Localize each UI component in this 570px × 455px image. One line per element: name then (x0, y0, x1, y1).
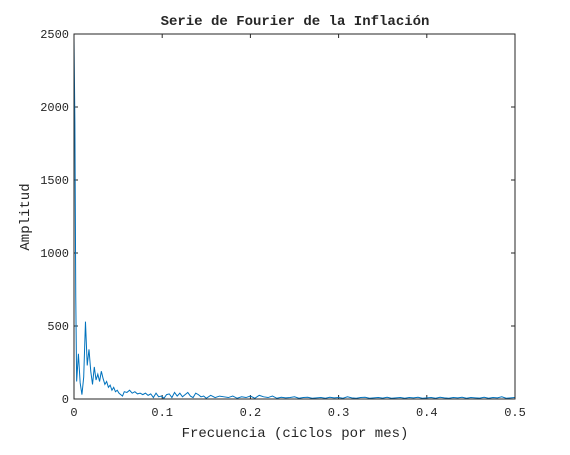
ticks-layer: 0 0.1 0.2 0.3 0.4 0.5 0 500 1000 1500 2000 2500 (40, 28, 526, 420)
y-tick-label: 500 (47, 320, 69, 334)
y-tick-label: 2500 (40, 28, 69, 42)
y-tick-label: 1000 (40, 247, 69, 261)
x-tick-label: 0.1 (151, 406, 173, 420)
chart-title: Serie de Fourier de la Inflación (161, 14, 430, 30)
y-axis-label: Amplitud (18, 183, 34, 250)
y-tick-label: 1500 (40, 174, 69, 188)
plot-box (73, 33, 516, 400)
y-tick-label: 0 (62, 393, 69, 407)
x-tick-label: 0 (70, 406, 77, 420)
x-tick-label: 0.4 (416, 406, 438, 420)
series-line (73, 36, 516, 399)
x-tick-label: 0.3 (328, 406, 350, 420)
x-axis-label: Frecuencia (ciclos por mes) (182, 426, 409, 442)
y-tick-label: 2000 (40, 101, 69, 115)
x-tick-label: 0.5 (504, 406, 526, 420)
x-tick-label: 0.2 (240, 406, 262, 420)
